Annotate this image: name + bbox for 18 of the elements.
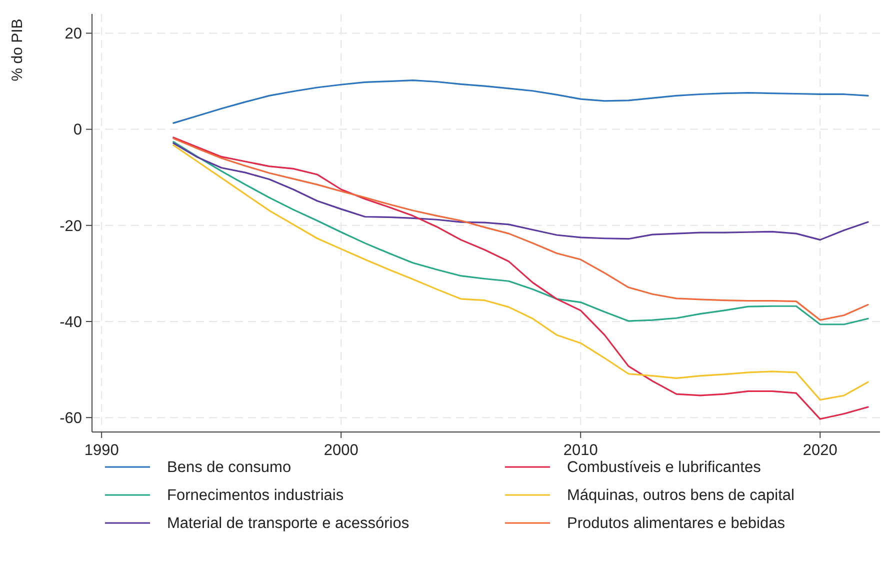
x-tick-label: 1990 <box>84 442 120 459</box>
x-tick-label: 2000 <box>324 442 359 459</box>
line-series <box>172 142 869 241</box>
y-tick-label: -20 <box>60 218 82 235</box>
y-tick-label: -40 <box>60 314 82 331</box>
y-tick-label: 0 <box>73 122 82 139</box>
x-tick-label: 2020 <box>802 442 838 459</box>
legend-label: Combustíveis e lubrificantes <box>567 459 762 476</box>
y-tick-label: -60 <box>60 410 82 428</box>
y-axis-title: % do PIB <box>9 18 26 82</box>
x-tick-label: 2010 <box>563 442 598 459</box>
y-tick-label: 20 <box>64 26 82 43</box>
line-series <box>172 80 869 124</box>
legend-label: Produtos alimentares e bebidas <box>567 515 786 532</box>
legend-label: Material de transporte e acessórios <box>167 515 410 532</box>
legend-label: Fornecimentos industriais <box>167 487 344 504</box>
legend-label: Bens de consumo <box>167 459 292 476</box>
legend-label: Máquinas, outros bens de capital <box>567 487 794 504</box>
